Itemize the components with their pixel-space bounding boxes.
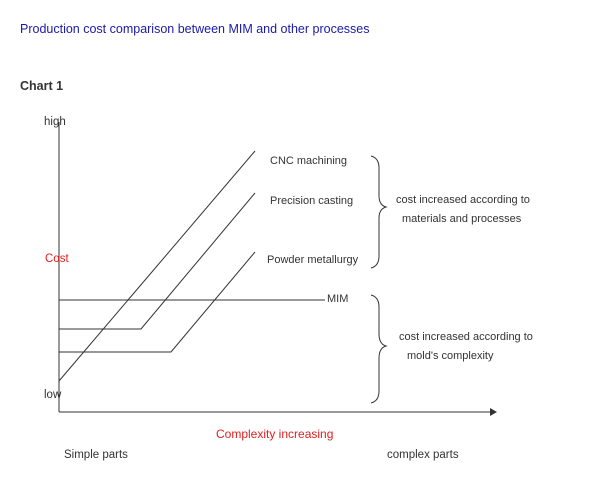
y-axis-label: Cost bbox=[45, 253, 69, 265]
series-line-powder-metallurgy bbox=[59, 251, 256, 353]
annotation-top-line-2: materials and processes bbox=[402, 213, 522, 225]
chart-label: Chart 1 bbox=[20, 79, 64, 93]
brace-bottom bbox=[370, 294, 388, 404]
series-line-cnc-machining bbox=[58, 150, 256, 382]
annotation-bottom-line-2: mold's complexity bbox=[407, 350, 494, 362]
annotation-top-line-1: cost increased according to bbox=[396, 194, 530, 206]
y-tick-high: high bbox=[44, 116, 66, 128]
x-axis-label: Complexity increasing bbox=[216, 427, 333, 441]
x-axis-arrow bbox=[490, 408, 497, 416]
series-label-cnc-machining: CNC machining bbox=[270, 155, 347, 167]
x-end-right-label: complex parts bbox=[387, 449, 459, 461]
annotation-top: cost increased according to materials an… bbox=[396, 194, 533, 225]
series-label-precision-casting: Precision casting bbox=[270, 195, 353, 207]
annotation-bottom-line-1: cost increased according to bbox=[399, 331, 533, 343]
series-line-precision-casting bbox=[59, 192, 256, 330]
x-end-left-label: Simple parts bbox=[64, 449, 128, 461]
y-tick-low: low bbox=[44, 389, 62, 401]
series-label-mim: MIM bbox=[327, 293, 348, 305]
page-title: Production cost comparison between MIM a… bbox=[20, 22, 370, 36]
brace-top bbox=[370, 155, 388, 269]
series-label-powder-metallurgy: Powder metallurgy bbox=[267, 254, 359, 266]
annotation-bottom: cost increased according to mold's compl… bbox=[399, 331, 536, 362]
